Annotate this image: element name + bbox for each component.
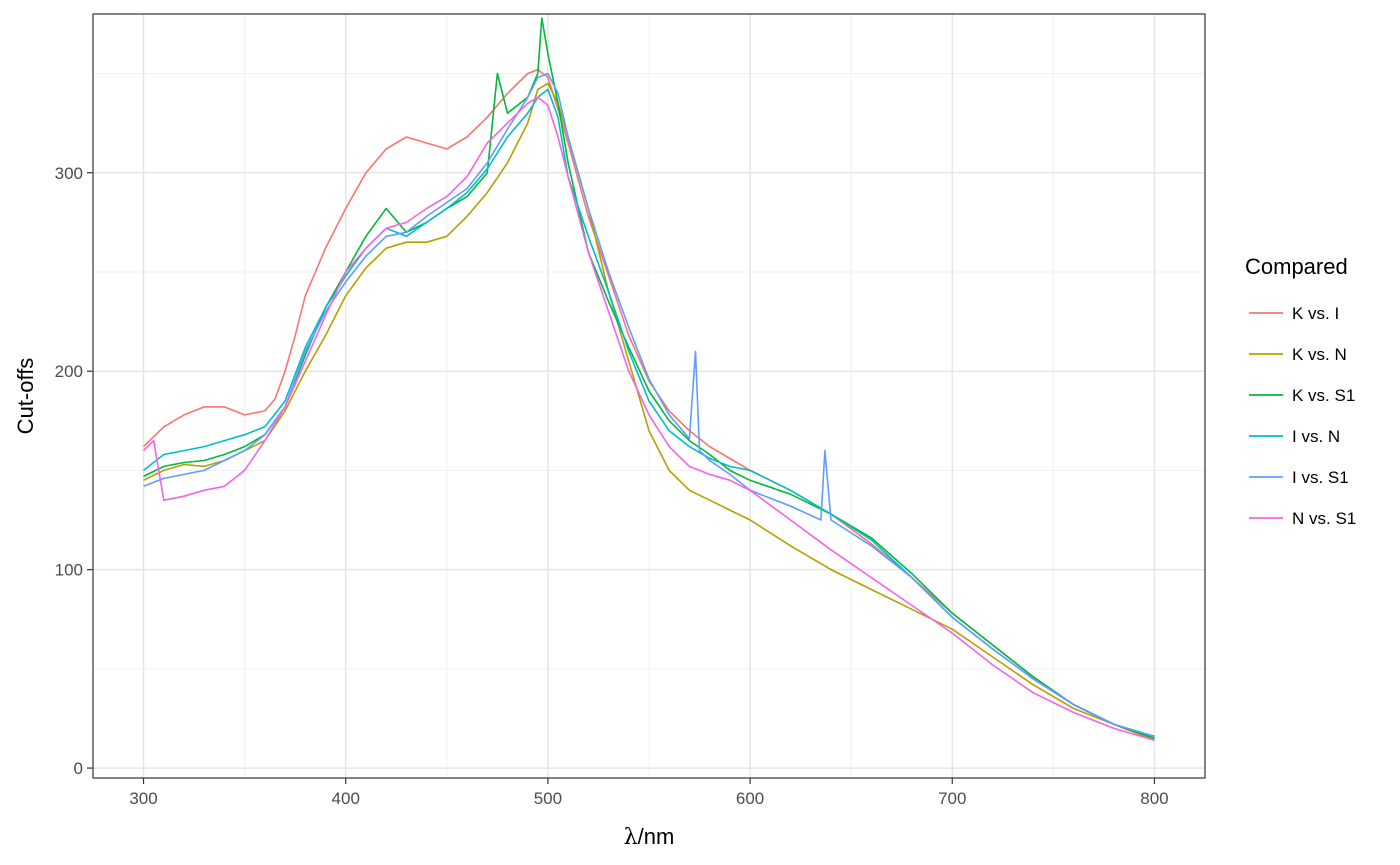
legend-label: K vs. I [1292,304,1339,323]
grid-lines [93,14,1205,778]
y-tick-label: 100 [55,561,83,580]
legend-label: K vs. S1 [1292,386,1355,405]
y-axis-ticks: 0 100 200 300 [55,164,93,778]
series-line-n-vs-s1 [142,96,1155,742]
legend-label: K vs. N [1292,345,1347,364]
x-tick-label: 500 [534,789,562,808]
legend-label: N vs. S1 [1292,509,1356,528]
y-axis-title: Cut-offs [13,358,38,435]
series-line-i-vs-n [143,88,1155,738]
series-line-i-vs-s1 [143,72,1155,738]
y-tick-label: 0 [74,759,83,778]
x-axis-title-symbol: λ [624,825,638,850]
x-tick-label: 400 [332,789,360,808]
legend: Compared K vs. I K vs. N K vs. S1 I vs. N I … [1245,254,1356,528]
series-line-k-vs-n [143,82,1155,742]
y-tick-label: 200 [55,362,83,381]
legend-label: I vs. N [1292,427,1340,446]
x-tick-label: 700 [938,789,966,808]
series-lines [142,17,1155,742]
legend-label: I vs. S1 [1292,468,1349,487]
x-axis-ticks: 300 400 500 600 700 800 [129,778,1169,808]
x-tick-label: 800 [1140,789,1168,808]
x-axis-title-unit: /nm [638,824,675,849]
panel-border [92,13,1206,779]
x-tick-label: 600 [736,789,764,808]
legend-title: Compared [1245,254,1348,279]
x-tick-label: 300 [129,789,157,808]
y-tick-label: 300 [55,164,83,183]
x-axis-title: λ/nm [624,824,675,850]
